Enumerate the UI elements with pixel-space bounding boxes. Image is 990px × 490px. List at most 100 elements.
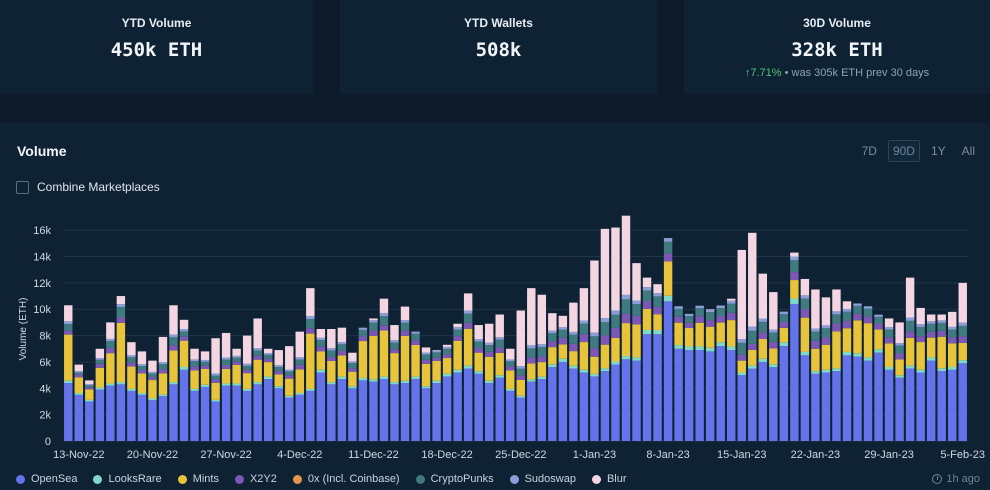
bar-segment-blur (442, 344, 452, 347)
bar-segment-blur (316, 329, 326, 338)
bar-segment-looksrare (379, 376, 389, 380)
last-updated-text: 1h ago (946, 473, 980, 485)
bar-segment-cryptopunks (421, 354, 431, 360)
bar-segment-sudoswap (432, 350, 441, 353)
bar-segment-x2y2 (179, 336, 189, 341)
bar-segment-x2y2 (74, 374, 83, 378)
bar-segment-cryptopunks (127, 357, 136, 363)
range-90d[interactable]: 90D (887, 140, 920, 162)
bar-segment-mints (716, 322, 725, 343)
bar-segment-x2y2 (369, 330, 378, 336)
bar-segment-cryptopunks (253, 350, 262, 356)
bar-segment-x2y2 (674, 316, 683, 323)
bar-segment-cryptopunks (327, 350, 336, 358)
bar-segment-opensea (600, 371, 610, 441)
bar-segment-opensea (463, 368, 473, 441)
legend-item-x2y2[interactable]: X2Y2 (234, 473, 277, 485)
bar-segment-mints (95, 367, 105, 388)
bar-segment-opensea (390, 384, 399, 441)
bar-segment-cryptopunks (926, 323, 936, 332)
bar-segment-sudoswap (253, 348, 262, 351)
bar-segment-opensea (232, 385, 241, 441)
bar-segment-x2y2 (274, 371, 283, 375)
bar-segment-x2y2 (621, 313, 631, 324)
bar-segment-x2y2 (316, 346, 326, 352)
legend-item-0x[interactable]: 0x (Incl. Coinbase) (292, 473, 400, 485)
bar-segment-sudoswap (769, 329, 778, 333)
bar-segment-looksrare (285, 395, 294, 398)
bar-segment-mints (611, 337, 620, 362)
legend-item-opensea[interactable]: OpenSea (16, 473, 77, 485)
bar-segment-sudoswap (274, 365, 283, 368)
bar-segment-looksrare (737, 372, 746, 376)
range-1y[interactable]: 1Y (930, 144, 946, 158)
bar-segment-x2y2 (569, 343, 578, 352)
range-all[interactable]: All (961, 144, 975, 158)
bar-segment-looksrare (769, 364, 778, 368)
legend-label: Mints (192, 473, 219, 485)
bar-segment-opensea (432, 383, 441, 441)
bar-segment-blur (158, 336, 168, 363)
y-tick-label: 16k (33, 225, 51, 237)
bar-segment-blur (200, 351, 210, 360)
range-7d[interactable]: 7D (861, 144, 877, 158)
bar-segment-x2y2 (663, 253, 673, 262)
bar-segment-opensea (748, 368, 757, 441)
bar-segment-cryptopunks (442, 348, 452, 355)
legend-item-sudoswap[interactable]: Sudoswap (509, 473, 576, 485)
bar-segment-sudoswap (200, 359, 210, 362)
bar-segment-blur (137, 351, 147, 365)
bar-segment-x2y2 (327, 357, 336, 361)
bar-segment-opensea (74, 394, 83, 441)
bar-segment-opensea (137, 394, 147, 441)
bar-segment-x2y2 (905, 331, 915, 338)
bar-segment-mints (421, 363, 431, 387)
bar-segment-cryptopunks (158, 364, 168, 370)
bar-segment-x2y2 (779, 321, 789, 328)
bar-segment-looksrare (179, 367, 189, 370)
bar-segment-opensea (337, 379, 347, 441)
bar-segment-x2y2 (579, 334, 589, 343)
legend-label: 0x (Incl. Coinbase) (307, 473, 400, 485)
bar-segment-looksrare (811, 371, 820, 374)
stat-title: YTD Volume (121, 16, 192, 30)
bar-segment-sudoswap (285, 369, 294, 372)
legend-dot (415, 474, 425, 484)
bar-segment-sudoswap (611, 310, 620, 315)
legend-item-looksrare[interactable]: LooksRare (93, 473, 162, 485)
legend-item-blur[interactable]: Blur (591, 473, 627, 485)
bar-segment-blur (632, 263, 641, 301)
bar-segment-blur (127, 342, 136, 356)
bar-segment-blur (958, 282, 967, 323)
bar-segment-blur (285, 346, 294, 370)
bar-segment-x2y2 (874, 323, 883, 330)
bar-segment-mints (253, 359, 262, 383)
bar-segment-x2y2 (737, 354, 746, 361)
bar-segment-mints (390, 353, 399, 383)
bar-segment-sudoswap (306, 316, 315, 320)
bar-segment-x2y2 (411, 340, 420, 345)
bar-segment-opensea (327, 384, 336, 441)
bar-segment-opensea (727, 350, 736, 441)
combine-marketplaces-toggle[interactable]: Combine Marketplaces (16, 180, 160, 194)
combine-checkbox[interactable] (16, 180, 29, 194)
bar-segment-sudoswap (190, 359, 199, 362)
bar-segment-sudoswap (874, 314, 883, 317)
bar-segment-x2y2 (158, 369, 168, 374)
bar-segment-opensea (106, 385, 115, 441)
bar-segment-opensea (369, 381, 378, 441)
legend-item-cryptopunks[interactable]: CryptoPunks (415, 473, 494, 485)
bar-segment-sudoswap (621, 294, 631, 300)
bar-segment-cryptopunks (221, 359, 231, 365)
bar-segment-looksrare (821, 369, 831, 373)
bar-segment-blur (221, 332, 231, 358)
bar-segment-cryptopunks (211, 375, 220, 380)
bar-segment-mints (769, 348, 778, 365)
bar-segment-cryptopunks (821, 328, 831, 338)
bar-segment-x2y2 (432, 357, 441, 361)
bar-segment-sudoswap (232, 355, 241, 358)
bar-segment-x2y2 (632, 315, 641, 325)
x-tick-label: 4-Dec-22 (277, 449, 322, 461)
bar-segment-looksrare (358, 377, 368, 381)
legend-item-mints[interactable]: Mints (177, 473, 219, 485)
